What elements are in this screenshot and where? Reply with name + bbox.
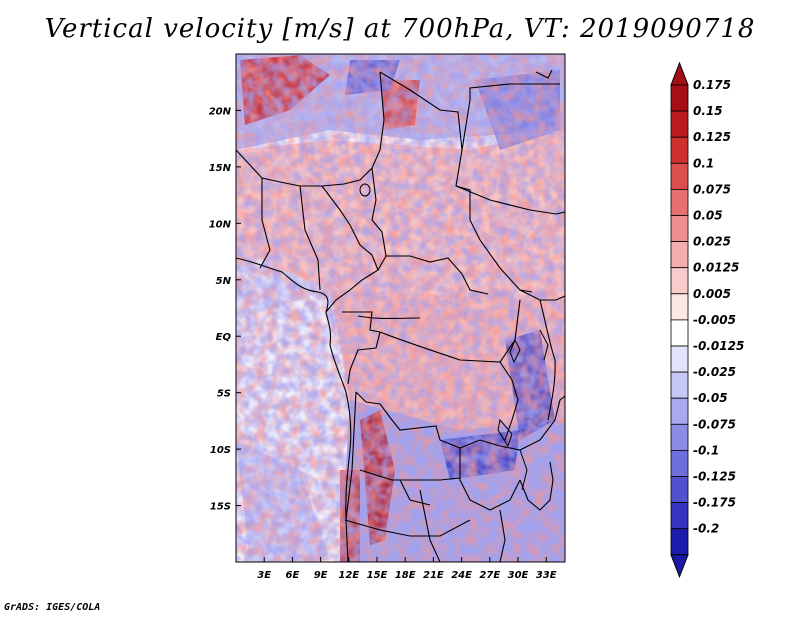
latitude-ticks: 20N 15N 10N 5N EQ 5S 10S 15S [209, 106, 241, 513]
colorbar-swatch [670, 136, 689, 164]
colorbar-label: -0.05 [693, 391, 728, 405]
colorbar-label: 0.075 [693, 182, 731, 196]
lon-tick-label: 3E [257, 570, 271, 581]
colorbar-swatch [670, 371, 689, 399]
lat-tick-label: 5S [217, 389, 231, 400]
colorbar-label: 0.025 [693, 235, 731, 249]
colorbar-label: -0.2 [693, 522, 719, 536]
colorbar-swatch [670, 110, 689, 138]
colorbar-label: -0.025 [693, 365, 736, 379]
colorbar-swatch [670, 267, 689, 295]
map-frame [235, 53, 566, 563]
lon-tick-label: 15E [367, 570, 388, 581]
colorbar-label: -0.125 [693, 470, 736, 484]
lat-tick-label: EQ [216, 332, 232, 343]
colorbar-label: 0.15 [693, 104, 723, 118]
longitude-ticks: 3E 6E 9E 12E 15E 18E 21E 24E 27E 30E 33E [257, 557, 557, 581]
lon-tick-label: 27E [479, 570, 500, 581]
colorbar-label: -0.0125 [693, 339, 744, 353]
colorbar-label: -0.075 [693, 417, 736, 431]
colorbar-label: -0.175 [693, 496, 736, 510]
colorbar-swatch [670, 502, 689, 530]
colorbar-label: 0.1 [693, 156, 714, 170]
lakes [359, 183, 549, 491]
colorbar-swatch [670, 476, 689, 504]
colorbar-label: 0.175 [693, 78, 731, 92]
lat-tick-label: 10S [210, 445, 231, 456]
lon-tick-label: 33E [536, 570, 557, 581]
colorbar-swatch [670, 397, 689, 425]
colorbar-label: -0.1 [693, 443, 719, 457]
lon-tick-label: 9E [314, 570, 328, 581]
colorbar-swatch [670, 423, 689, 451]
lon-tick-label: 21E [423, 570, 444, 581]
colorbar-swatch [670, 84, 689, 112]
lon-tick-label: 12E [338, 570, 359, 581]
lat-tick-label: 15N [209, 163, 232, 174]
colorbar-swatch [670, 528, 689, 556]
colorbar-swatch [670, 293, 689, 321]
colorbar-top-arrow [670, 61, 689, 86]
lat-tick-label: 10N [209, 219, 232, 230]
map-title: Vertical velocity [m/s] at 700hPa, VT: 2… [44, 14, 756, 44]
colorbar-label: -0.005 [693, 313, 736, 327]
lat-tick-label: 15S [210, 502, 231, 513]
velocity-field [236, 54, 565, 562]
colorbar-swatch [670, 345, 689, 373]
colorbar-swatch [670, 215, 689, 243]
country-borders [236, 69, 565, 562]
lat-tick-label: 20N [209, 106, 232, 117]
colorbar-label: 0.05 [693, 209, 723, 223]
colorbar-swatch [670, 319, 689, 347]
lon-tick-label: 24E [451, 570, 472, 581]
colorbar-swatch [670, 449, 689, 477]
colorbar-bottom-arrow [670, 554, 689, 579]
colorbar-label: 0.005 [693, 287, 731, 301]
lon-tick-label: 6E [286, 570, 300, 581]
lon-tick-label: 18E [395, 570, 416, 581]
lon-tick-label: 30E [508, 570, 529, 581]
colorbar-label: 0.125 [693, 130, 731, 144]
colorbar-swatch [670, 162, 689, 190]
colorbar-label: 0.0125 [693, 261, 739, 275]
lat-tick-label: 5N [216, 276, 232, 287]
colorbar-swatch [670, 241, 689, 269]
colorbar-swatch [670, 188, 689, 216]
footer-credit: GrADS: IGES/COLA [4, 602, 101, 613]
